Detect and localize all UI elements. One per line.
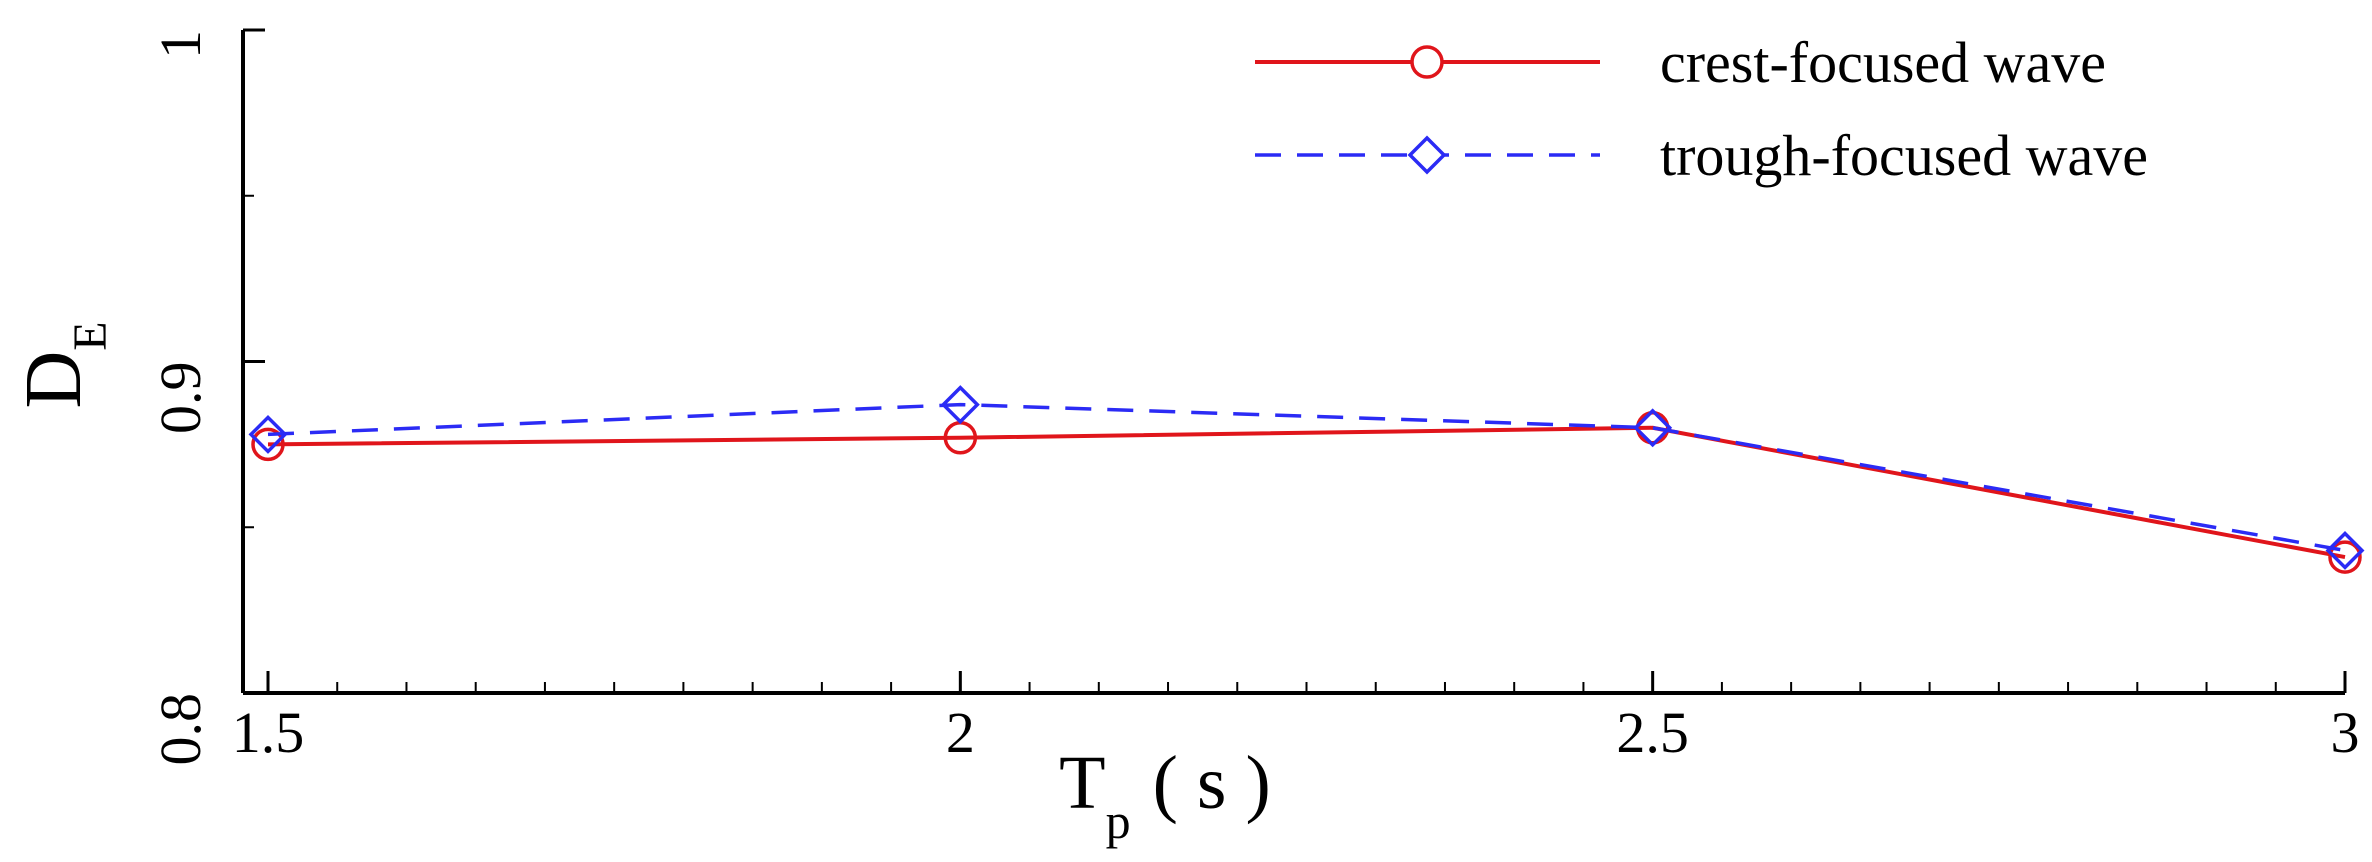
y-axis-title-main: D [10, 351, 98, 409]
x-axis-title: Tp ( s ) [1059, 741, 1271, 849]
y-axis-title-sub: E [64, 321, 117, 350]
data-point-crest [251, 427, 285, 462]
x-axis-title-unit: ( s ) [1153, 741, 1271, 825]
data-point-crest [2328, 540, 2362, 574]
legend-item-trough: trough-focused wave [1255, 123, 2148, 188]
y-tick-label: 1 [148, 30, 213, 59]
x-tick-label: 3 [2331, 700, 2360, 765]
legend-label-crest: crest-focused wave [1660, 30, 2106, 95]
y-ticks: 0.8 0.9 1 [148, 28, 265, 766]
y-tick-label: 0.8 [148, 693, 213, 766]
legend-label-trough: trough-focused wave [1660, 123, 2148, 188]
series-layer [248, 385, 2365, 574]
y-axis-title-group: DE [10, 321, 117, 408]
series-line-trough [267, 402, 2346, 553]
data-point-trough [940, 385, 980, 425]
y-tick-label: 0.9 [148, 362, 213, 435]
legend: crest-focused wave trough-focused wave [1255, 30, 2148, 188]
x-axis-title-sub: p [1106, 793, 1131, 849]
x-axis-title-main: T [1059, 741, 1105, 825]
legend-marker-trough [1407, 135, 1447, 175]
x-tick-label: 2 [946, 700, 975, 765]
x-ticks: 1.5 2 2.5 3 [232, 671, 2360, 765]
x-tick-label: 1.5 [232, 700, 305, 765]
y-axis-title: DE [10, 321, 117, 408]
series-line-crest [267, 425, 2346, 560]
x-tick-label: 2.5 [1616, 700, 1689, 765]
legend-marker-crest [1410, 45, 1444, 79]
data-point-trough [1633, 408, 1673, 448]
data-point-trough [2325, 530, 2365, 570]
data-point-trough [248, 414, 288, 454]
legend-item-crest: crest-focused wave [1255, 30, 2106, 95]
